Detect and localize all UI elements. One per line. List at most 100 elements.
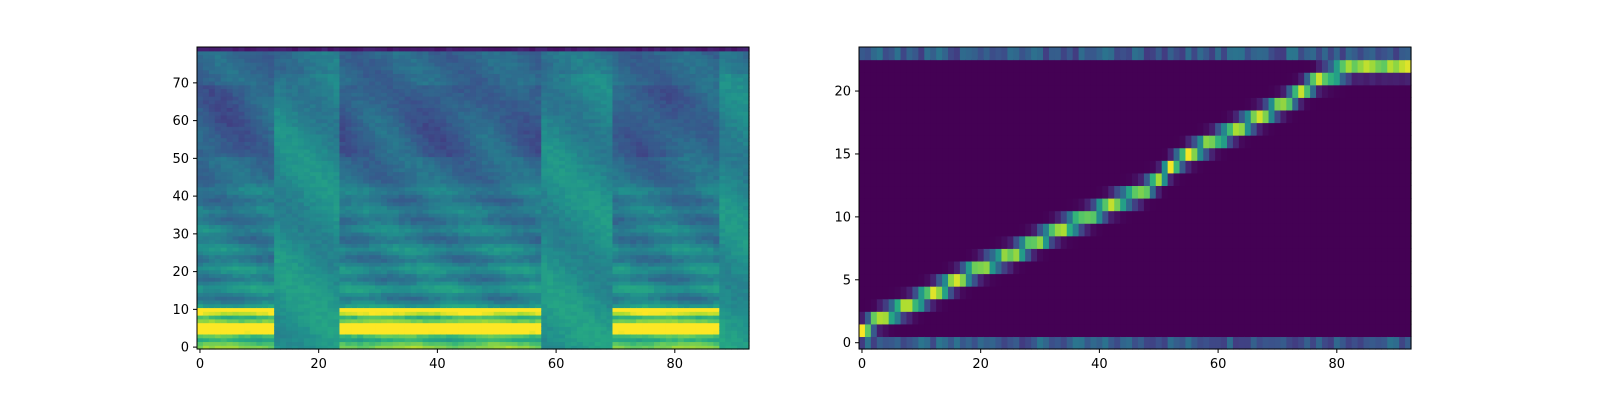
heatmap-cell: [398, 84, 406, 90]
heatmap-cell: [321, 296, 329, 301]
heatmap-cell: [422, 265, 430, 271]
heatmap-cell: [547, 250, 554, 256]
heatmap-cell: [559, 114, 566, 120]
heatmap-cell: [351, 77, 358, 82]
heatmap-cell: [197, 254, 204, 260]
heatmap-cell: [238, 224, 246, 229]
heatmap-cell: [327, 273, 335, 278]
heatmap-cell: [226, 80, 234, 86]
heatmap-cell: [487, 54, 495, 59]
heatmap-cell: [416, 265, 424, 271]
heatmap-cell: [511, 318, 519, 324]
heatmap-cell: [434, 103, 441, 109]
heatmap-cell: [268, 103, 275, 109]
heatmap-cell: [286, 273, 293, 278]
heatmap-cell: [517, 126, 525, 131]
heatmap-cell: [511, 292, 519, 297]
heatmap-cell: [392, 145, 400, 150]
heatmap-cell: [291, 235, 299, 241]
heatmap-cell: [357, 103, 364, 109]
heatmap-cell: [458, 77, 465, 82]
heatmap-cell: [339, 250, 346, 256]
heatmap-cell: [268, 277, 275, 282]
heatmap-cell: [333, 269, 341, 275]
heatmap-cell: [309, 281, 317, 286]
heatmap-cell: [452, 209, 459, 214]
heatmap-cell: [529, 292, 536, 297]
heatmap-cell: [262, 167, 269, 173]
heatmap-cell: [404, 179, 412, 184]
heatmap-cell: [422, 247, 430, 252]
heatmap-cell: [416, 277, 424, 282]
heatmap-cell: [333, 231, 341, 237]
heatmap-cell: [410, 148, 418, 154]
heatmap-cell: [208, 330, 216, 335]
heatmap-cell: [446, 231, 453, 237]
heatmap-cell: [345, 114, 352, 120]
heatmap-cell: [375, 333, 382, 339]
heatmap-cell: [428, 156, 436, 161]
heatmap-cell: [238, 167, 246, 173]
heatmap-cell: [481, 228, 489, 233]
heatmap-cell: [541, 54, 548, 59]
heatmap-cell: [511, 220, 519, 226]
heatmap-cell: [238, 141, 246, 146]
heatmap-cell: [286, 307, 293, 312]
heatmap-cell: [250, 80, 257, 86]
heatmap-cell: [327, 122, 335, 127]
heatmap-cell: [398, 130, 406, 135]
heatmap-cell: [475, 198, 483, 203]
heatmap-cell: [505, 231, 513, 237]
heatmap-cell: [511, 137, 519, 142]
heatmap-cell: [416, 118, 424, 124]
heatmap-cell: [559, 137, 566, 142]
heatmap-cell: [422, 201, 430, 207]
heatmap-cell: [464, 345, 471, 350]
heatmap-cell: [410, 171, 418, 176]
heatmap-cell: [547, 269, 554, 275]
heatmap-cell: [339, 152, 346, 158]
heatmap-cell: [470, 333, 477, 339]
heatmap-cell: [481, 111, 489, 116]
heatmap-cell: [214, 235, 222, 241]
heatmap-cell: [470, 122, 477, 127]
heatmap-cell: [398, 54, 406, 59]
heatmap-cell: [398, 47, 406, 52]
heatmap-cell: [375, 311, 382, 316]
heatmap-cell: [345, 62, 352, 67]
heatmap-cell: [434, 156, 441, 161]
heatmap-cell: [392, 201, 400, 207]
heatmap-cell: [208, 148, 216, 154]
heatmap-cell: [250, 220, 257, 226]
heatmap-cell: [375, 133, 382, 139]
heatmap-cell: [475, 96, 483, 101]
heatmap-cell: [280, 186, 287, 192]
heatmap-cell: [410, 77, 418, 82]
heatmap-cell: [345, 318, 352, 324]
heatmap-cell: [369, 201, 376, 207]
heatmap-cell: [375, 341, 382, 346]
heatmap-cell: [238, 288, 246, 293]
heatmap-cell: [422, 322, 430, 327]
heatmap-cell: [505, 54, 513, 59]
heatmap-cell: [202, 315, 210, 320]
heatmap-cell: [386, 69, 394, 75]
heatmap-cell: [381, 160, 388, 165]
heatmap-cell: [220, 145, 228, 150]
heatmap-cell: [541, 73, 548, 78]
heatmap-cell: [475, 114, 483, 120]
heatmap-cell: [410, 114, 418, 120]
heatmap-cell: [458, 141, 465, 146]
heatmap-cell: [315, 224, 323, 229]
heatmap-cell: [511, 250, 519, 256]
heatmap-cell: [434, 73, 441, 78]
heatmap-cell: [499, 179, 507, 184]
heatmap-cell: [481, 92, 489, 97]
heatmap-cell: [511, 167, 519, 173]
heatmap-cell: [214, 330, 222, 335]
heatmap-cell: [392, 284, 400, 290]
heatmap-cell: [280, 103, 287, 109]
heatmap-cell: [357, 92, 364, 97]
heatmap-cell: [345, 65, 352, 71]
heatmap-cell: [446, 262, 453, 267]
